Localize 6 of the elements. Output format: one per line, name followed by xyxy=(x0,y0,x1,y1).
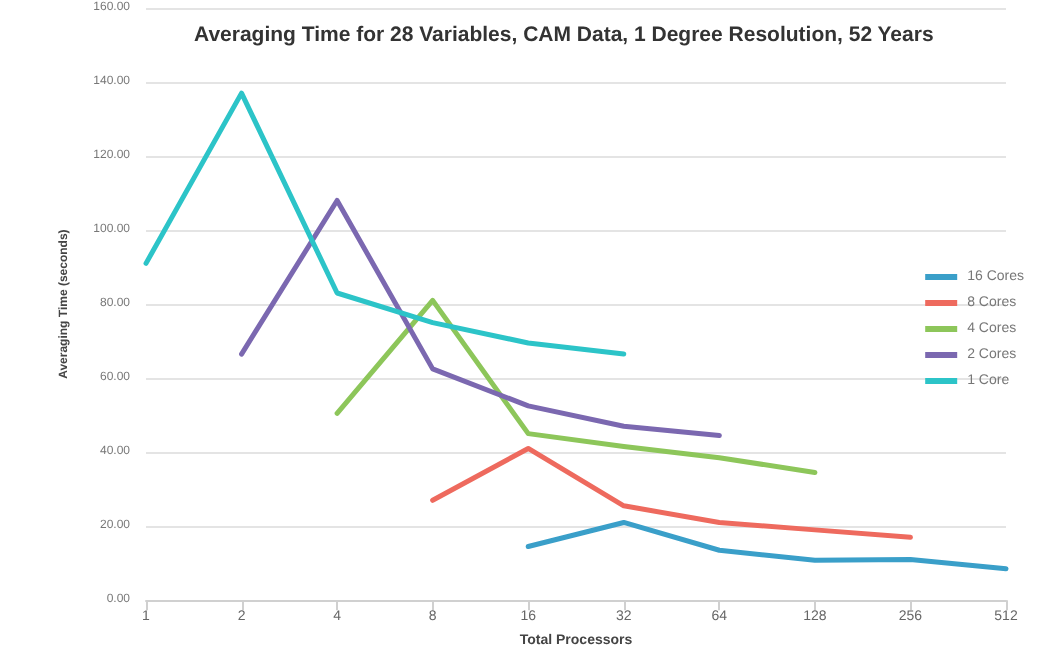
line-series xyxy=(143,90,627,357)
line-series xyxy=(525,519,1009,572)
text: Averaging Time for 28 Variables, CAM Data, 1 Degree Resolution, 52 Years xyxy=(194,23,934,47)
line-series xyxy=(239,197,722,438)
line-series xyxy=(430,445,913,540)
line-series xyxy=(334,297,818,476)
